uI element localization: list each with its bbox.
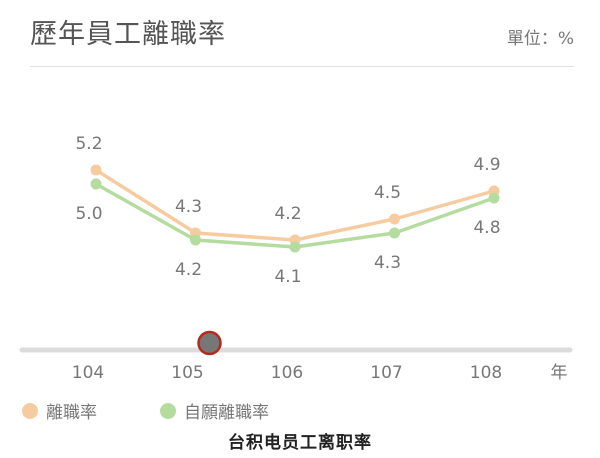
series-0-point-104 bbox=[90, 164, 102, 176]
x-tick-label-107: 107 bbox=[370, 363, 402, 383]
x-axis-unit: 年 bbox=[551, 363, 568, 383]
line-chart: 104 105 106 107 108 年 5.2 4.3 4.2 4.5 4.9 5.0 4.2 4.1… bbox=[19, 134, 573, 383]
x-tick-label-104: 104 bbox=[72, 363, 104, 383]
series-0-data-label-104: 5.2 bbox=[75, 134, 102, 154]
series-1-point-107 bbox=[389, 227, 400, 239]
legend-dot-turnover bbox=[22, 402, 38, 419]
series-1-point-108 bbox=[488, 192, 500, 204]
series-0-data-label-105: 4.3 bbox=[175, 197, 202, 217]
caption: 台积电员工离职率 bbox=[228, 433, 372, 453]
slider-handle[interactable] bbox=[197, 330, 222, 356]
legend-item-turnover[interactable]: 離職率 bbox=[22, 398, 97, 423]
series-1-data-label-108: 4.8 bbox=[473, 218, 500, 238]
title-divider bbox=[30, 66, 574, 67]
chart-title: 歷年員工離職率 bbox=[30, 19, 226, 50]
x-tick-label-106: 106 bbox=[271, 363, 303, 383]
series-1-data-label-104: 5.0 bbox=[75, 204, 102, 224]
x-tick-label-105: 105 bbox=[171, 363, 203, 383]
series-0-data-label-108: 4.9 bbox=[473, 155, 500, 175]
series-1-point-106 bbox=[289, 241, 301, 253]
series-0-point-107 bbox=[389, 213, 400, 225]
series-1-data-label-107: 4.3 bbox=[374, 253, 401, 273]
legend-dot-voluntary bbox=[160, 402, 176, 419]
legend-label-voluntary: 自願離職率 bbox=[184, 403, 269, 423]
series-0-data-label-107: 4.5 bbox=[374, 183, 401, 203]
series-0-data-label-106: 4.2 bbox=[274, 204, 301, 224]
legend-label-turnover: 離職率 bbox=[46, 403, 97, 423]
unit-label: 單位：% bbox=[506, 29, 574, 49]
series-1-point-104 bbox=[90, 178, 102, 190]
x-tick-label-108: 108 bbox=[470, 363, 502, 383]
legend-item-voluntary[interactable]: 自願離職率 bbox=[160, 398, 269, 423]
series-1-point-105 bbox=[190, 234, 201, 246]
series-1-data-label-106: 4.1 bbox=[274, 267, 301, 287]
series-1-data-label-105: 4.2 bbox=[175, 260, 202, 280]
